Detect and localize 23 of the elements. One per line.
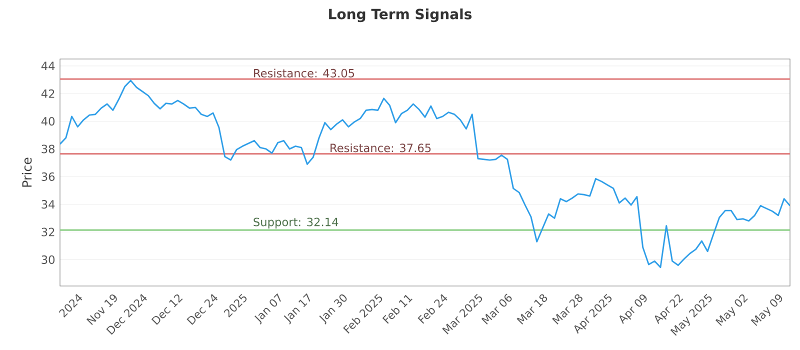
x-tick-label: Apr 09 [619,294,647,324]
y-tick-label: 44 [41,62,55,70]
x-tick-label: Feb 24 [418,294,448,324]
x-tick-label: Jan 30 [319,294,347,325]
chart-title: Long Term Signals [329,8,472,22]
x-tick-label: Feb 11 [382,294,412,324]
x-tick-label: Mar 18 [516,294,548,325]
y-tick-label: 32 [42,228,54,236]
ref-line-label: Resistance: 43.05 [254,68,354,78]
y-tick-label: 40 [41,117,55,126]
y-tick-label: 38 [42,144,55,154]
ref-line-label: Resistance: 37.65 [330,143,431,152]
x-tick-label: Dec 24 [186,294,218,325]
x-tick-label: Mar 06 [481,294,512,325]
ref-line-label: Support: 32.14 [254,218,338,228]
y-tick-label: 36 [42,172,55,181]
y-tick-label: 30 [42,255,55,264]
x-tick-label: Dec 12 [151,294,183,325]
y-axis-title: Price [22,158,32,187]
y-tick-label: 34 [42,200,55,209]
x-tick-label: Jan 17 [284,293,310,324]
x-tick-label: Jan 07 [254,293,281,325]
y-tick-label: 42 [41,89,54,98]
